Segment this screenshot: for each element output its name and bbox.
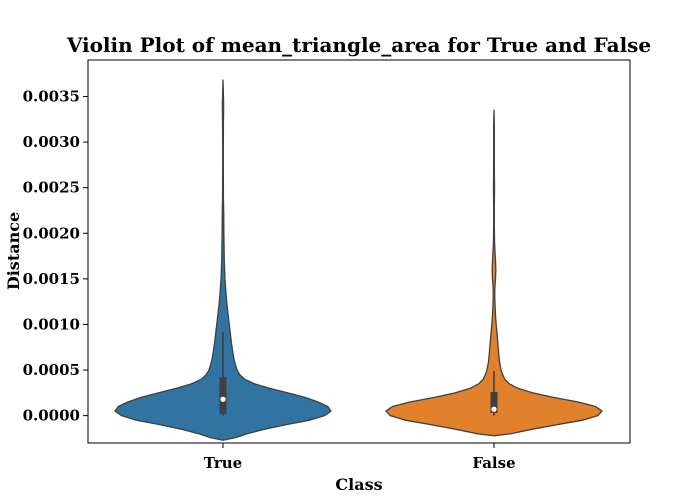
median-marker-true (220, 396, 226, 402)
x-axis: True False (204, 443, 516, 472)
plot-area (114, 79, 603, 441)
violin-false (385, 109, 603, 437)
iqr-box-false (490, 391, 498, 413)
x-tick-label: False (472, 454, 515, 472)
median-marker-false (491, 406, 497, 412)
y-axis: 0.0000 0.0005 0.0010 0.0015 0.0020 0.0025 0.00… (23, 87, 88, 425)
x-tick-label: True (204, 454, 242, 472)
y-tick-label: 0.0010 (23, 315, 80, 333)
violin-true (114, 79, 332, 441)
y-tick-label: 0.0005 (23, 361, 80, 379)
x-axis-label: Class (335, 475, 382, 494)
y-tick-label: 0.0025 (23, 179, 80, 197)
y-tick-label: 0.0000 (23, 407, 80, 425)
y-tick-label: 0.0015 (23, 270, 80, 288)
y-tick-label: 0.0020 (23, 224, 80, 242)
chart-title: Violin Plot of mean_triangle_area for Tr… (66, 33, 651, 57)
y-tick-label: 0.0035 (23, 87, 80, 105)
y-tick-label: 0.0030 (23, 133, 80, 151)
y-axis-label: Distance (4, 212, 23, 290)
plot-frame (87, 59, 631, 444)
iqr-box-true (219, 377, 227, 414)
